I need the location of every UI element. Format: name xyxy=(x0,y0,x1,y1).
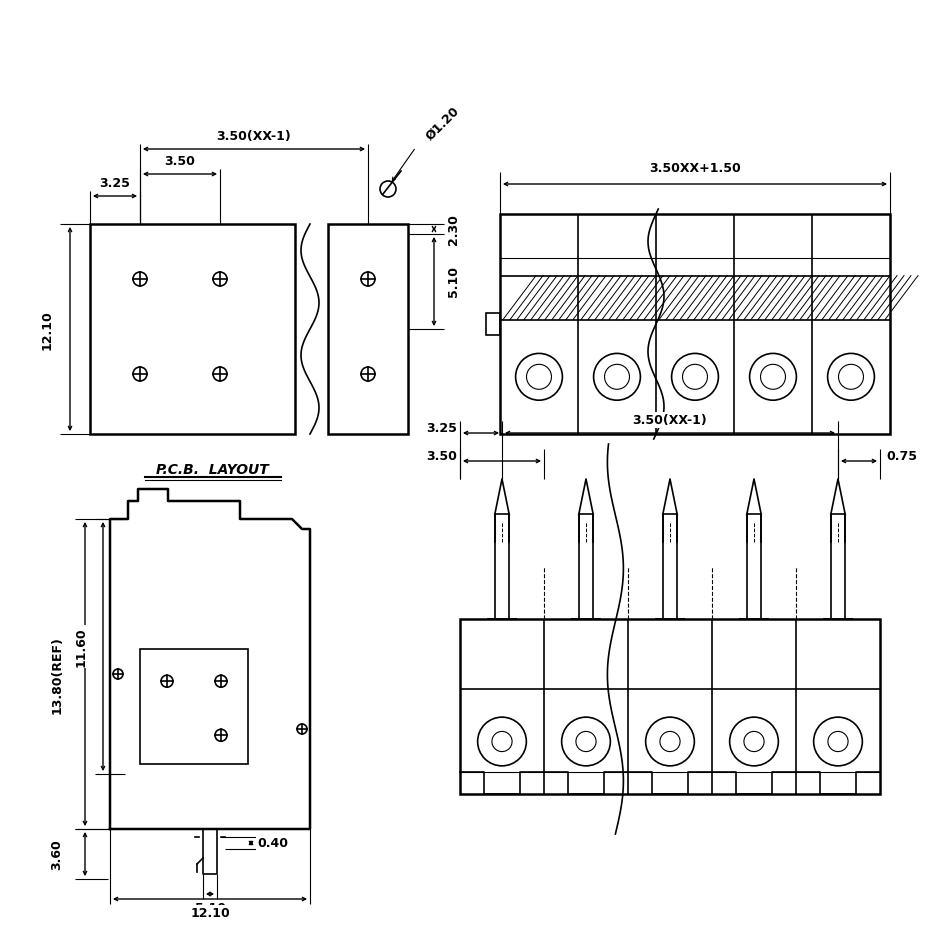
Text: 2.30: 2.30 xyxy=(447,214,460,245)
Text: 0.75: 0.75 xyxy=(885,450,917,463)
Text: 3.50: 3.50 xyxy=(426,450,457,463)
Text: P.C.B.  LAYOUT: P.C.B. LAYOUT xyxy=(156,463,269,477)
Bar xyxy=(140,649,247,765)
Text: 12.10: 12.10 xyxy=(190,906,229,919)
Text: 0.40: 0.40 xyxy=(257,836,288,850)
Text: 12.10: 12.10 xyxy=(41,310,54,349)
Text: 3.50XX+1.50: 3.50XX+1.50 xyxy=(649,162,740,176)
Bar xyxy=(485,313,499,336)
Text: 3.50(XX-1): 3.50(XX-1) xyxy=(632,414,707,427)
Text: 13.80(REF): 13.80(REF) xyxy=(50,635,63,713)
Bar xyxy=(328,225,408,434)
Bar xyxy=(460,619,879,794)
Text: 5.10: 5.10 xyxy=(447,266,460,297)
Bar xyxy=(90,225,295,434)
Text: 5.10: 5.10 xyxy=(194,902,226,915)
Text: 11.60: 11.60 xyxy=(75,627,88,666)
Text: Ø1.20: Ø1.20 xyxy=(423,104,461,143)
Text: 3.50(XX-1): 3.50(XX-1) xyxy=(216,130,291,143)
Text: 3.25: 3.25 xyxy=(426,422,457,435)
Bar xyxy=(499,215,889,434)
Text: 3.50: 3.50 xyxy=(164,156,195,168)
Text: 3.60: 3.60 xyxy=(50,838,63,869)
Text: 3.25: 3.25 xyxy=(99,177,130,191)
